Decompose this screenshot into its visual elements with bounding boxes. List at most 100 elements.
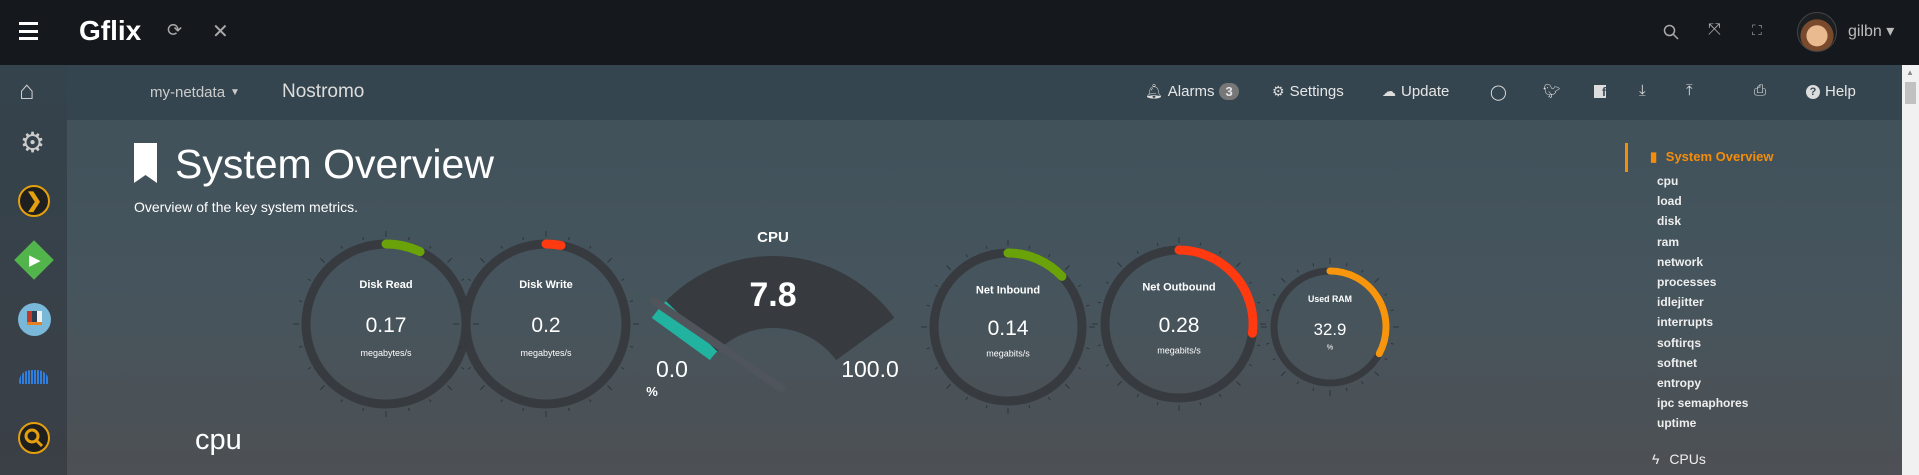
rightnav-active[interactable]: ▮ System Overview [1650,149,1773,165]
print-icon[interactable]: ⎙ [1754,82,1767,99]
rightnav-item[interactable]: interrupts [1657,315,1714,330]
gauge-tick [1361,381,1364,385]
gauge-title: Disk Write [519,279,573,291]
gauge-tick [621,367,625,370]
gauge-tick [500,399,503,403]
gauge-tick [621,278,625,281]
refresh-icon[interactable]: ⟳ [167,20,183,40]
rightnav-item[interactable]: idlejitter [1657,295,1704,310]
rightnav-item[interactable]: ipc semaphores [1657,396,1749,411]
gauge-tick [447,257,453,263]
rightnav-section-label: CPUs [1669,451,1706,467]
server-menu[interactable]: my-netdata ▼ [150,84,240,101]
gauge-units: megabytes/s [360,348,412,358]
gauge-tick [1136,251,1139,255]
scrollbar-thumb[interactable] [1905,82,1916,104]
cpu-gauge-max: 100.0 [841,356,899,382]
hostname: Nostromo [282,81,365,102]
books-icon[interactable] [18,303,51,336]
app-title[interactable]: Gflix [79,15,142,46]
translate-icon[interactable]: ⛶ [1752,22,1762,38]
rightnav-item[interactable]: cpu [1657,174,1679,188]
gauge-tick [467,278,471,281]
gauge-tick [1106,364,1110,367]
gauge-tick [629,346,634,348]
twitter-icon[interactable]: 🐦︎ [1543,83,1561,99]
update-label: Update [1401,83,1450,100]
rightnav-item[interactable]: ram [1657,234,1680,249]
facebook-icon[interactable]: f [1594,85,1606,99]
gauge-tick [1064,383,1070,389]
rightnav-item[interactable]: load [1657,194,1682,209]
gauge-tick [1296,381,1299,385]
gauge-tick [1199,242,1202,246]
rightnav-item[interactable]: softirqs [1657,335,1702,350]
menu-icon[interactable] [19,22,38,40]
gauge-tick [1390,309,1394,312]
gauge-tick [1219,393,1222,397]
help-button[interactable]: ? Help [1806,83,1856,100]
gauge-tick [1064,265,1070,271]
rightnav-item[interactable]: network [1657,254,1704,269]
gauge-tick [1390,342,1394,345]
gauge-tick [319,385,325,391]
search-app-icon[interactable] [18,422,50,454]
search-icon[interactable] [1663,24,1679,40]
download-icon[interactable]: ⤓ [1639,82,1646,99]
rightnav-item[interactable]: processes [1657,275,1717,289]
gauge-tick [1384,293,1388,296]
home-icon[interactable]: ⌂ [19,75,35,105]
gauge-tick [1361,269,1364,273]
gauge-value: 0.14 [988,317,1029,340]
github-icon[interactable]: ◯ [1490,84,1507,101]
gauge-tick [1374,277,1380,283]
cloud-download-icon: ☁ [1382,83,1396,99]
gauge-tick [1257,301,1261,304]
settings-button[interactable]: ⚙ Settings [1272,83,1344,100]
gauge-tick [946,265,952,271]
gauge-tick [522,236,524,241]
gauge-tick [500,245,503,249]
gauge-tick [607,385,613,391]
gear-icon[interactable]: ⚙ [20,127,46,158]
upload-icon[interactable]: ⤒ [1686,82,1693,99]
gauge-units: megabits/s [1157,346,1201,356]
update-button[interactable]: ☁ Update [1382,83,1449,100]
gauge-tick [1280,277,1286,283]
gauge-tick [985,245,988,249]
gauge-title: Used RAM [1308,294,1352,304]
gauge-tick [307,278,311,281]
plex-icon[interactable]: ❯ [18,185,50,217]
rightnav-item[interactable]: entropy [1657,376,1702,390]
alarms-button[interactable]: 🔔︎ Alarms 3 [1145,83,1239,100]
gauge-tick [568,236,570,241]
rightnav-item[interactable]: disk [1657,214,1682,229]
gauge-tick [1048,396,1051,400]
gauge-tick [1156,402,1159,406]
sidebar: ⌂ ⚙ ❯ ▶ [0,65,67,475]
gauge-tick [568,407,570,412]
fullscreen-icon[interactable]: ⤧ [1708,21,1721,38]
rightnav-section[interactable]: ϟ CPUs [1652,451,1706,467]
gauge-tick [522,407,524,412]
emby-play: ▶ [29,252,41,269]
gauge-tick [1280,371,1286,377]
rightnav-item[interactable]: softnet [1657,355,1697,370]
gauge-title: Disk Read [359,279,412,291]
rightnav-item[interactable]: uptime [1657,416,1697,431]
gauge-title: Net Outbound [1142,282,1215,294]
gauge-tick [589,245,592,249]
avatar[interactable] [1797,12,1837,52]
settings-label: Settings [1289,83,1344,100]
gauge-tick [479,385,485,391]
scrollbar[interactable] [1902,65,1919,475]
scroll-up-arrow[interactable]: ▲ [1906,68,1914,77]
cpu-gauge-band [651,256,895,361]
gauge-tick [340,245,343,249]
close-icon[interactable]: ✕ [212,21,229,43]
gauge-tick [307,367,311,370]
username: gilbn [1848,23,1882,40]
soundcloud-icon[interactable] [19,370,49,384]
user-menu[interactable]: gilbn ▾ [1848,23,1895,40]
server-menu-label: my-netdata [150,84,226,101]
